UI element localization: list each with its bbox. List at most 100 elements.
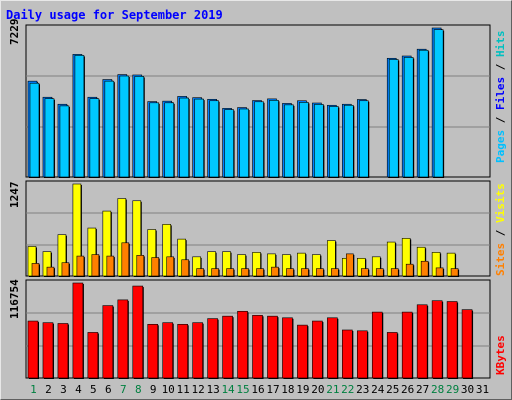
hits-bar — [59, 105, 70, 178]
hits-bar — [418, 49, 429, 178]
sites-bar — [61, 262, 70, 277]
kbytes-bar — [192, 322, 203, 379]
sites-bar — [121, 242, 130, 277]
legend-sites: Sites — [494, 243, 507, 276]
hits-bar — [89, 98, 100, 178]
kbytes-bar — [401, 311, 413, 379]
day-label: 13 — [206, 383, 219, 396]
day-label: 30 — [461, 383, 474, 396]
kbytes-bar — [57, 323, 69, 379]
day-label: 15 — [236, 383, 249, 396]
sites-bar — [346, 253, 354, 277]
kbytes-bar — [252, 315, 263, 379]
sites-bar — [226, 268, 234, 277]
day-label: 26 — [401, 383, 414, 396]
sites-bar — [286, 268, 294, 277]
day-label: 21 — [326, 383, 339, 396]
sites-bar — [360, 268, 369, 277]
kbytes-bar — [42, 322, 54, 379]
day-label: 25 — [386, 383, 399, 396]
hits-bar — [329, 106, 339, 178]
hits-bar — [164, 102, 175, 178]
kbytes-bar — [267, 315, 278, 379]
sites-bar — [46, 266, 55, 277]
day-label: 1 — [30, 383, 37, 396]
legend-bottom: KBytes — [494, 335, 507, 375]
hits-bar — [299, 102, 309, 178]
kbytes-bar — [102, 305, 114, 379]
visits-max-label: 1247 — [8, 182, 21, 209]
chart-title: Daily usage for September 2019 — [6, 8, 223, 22]
hits-bar — [314, 104, 324, 178]
sites-bar — [390, 268, 399, 277]
sites-bar — [375, 268, 384, 277]
sites-bar — [241, 268, 249, 277]
legend-hits: Hits — [494, 31, 507, 58]
sites-bar — [316, 268, 324, 277]
kbytes-bar — [132, 285, 144, 379]
sites-bar — [420, 260, 429, 277]
sites-bar — [301, 268, 309, 277]
hits-bar — [224, 109, 234, 178]
hits-bar — [29, 82, 40, 178]
hits-bar — [344, 104, 354, 178]
day-label: 29 — [446, 383, 459, 396]
sites-bar — [151, 257, 160, 277]
kbytes-bar — [416, 304, 428, 379]
kbytes-bar — [342, 329, 353, 379]
day-label: 18 — [281, 383, 294, 396]
kbytes-bar — [327, 317, 338, 379]
legend-sep: / — [494, 223, 507, 243]
hits-bar — [119, 75, 130, 178]
legend-visits: Visits — [494, 183, 507, 223]
hits-bar — [209, 100, 219, 178]
sites-bar — [106, 255, 115, 277]
day-axis-labels: 1 2 3 4 5 6 7 8 9 10 11 12 13 14 15 16 17 18 19 20 21 22 23 24 2… — [30, 383, 489, 396]
day-label: 4 — [75, 383, 82, 396]
day-label: 5 — [90, 383, 97, 396]
kbytes-bar — [237, 310, 248, 379]
day-label: 11 — [177, 383, 190, 396]
sites-bar — [76, 255, 85, 277]
sites-bar — [91, 254, 100, 277]
kbytes-bar — [356, 330, 368, 379]
day-label: 27 — [416, 383, 429, 396]
kbytes-max-label: 116754 — [8, 279, 21, 319]
day-label: 16 — [251, 383, 264, 396]
day-label: 22 — [341, 383, 354, 396]
day-label: 7 — [120, 383, 127, 396]
hits-bar — [269, 100, 279, 178]
kbytes-bar — [87, 332, 99, 379]
kbytes-bar — [177, 323, 188, 379]
legend-files: Files — [494, 77, 507, 110]
hits-bar — [239, 108, 249, 178]
day-label: 10 — [162, 383, 175, 396]
kbytes-bar — [162, 322, 174, 379]
hits-max-label: 7229 — [8, 19, 21, 46]
kbytes-bar — [371, 311, 383, 379]
hits-bar — [358, 100, 369, 178]
hits-bar — [149, 102, 160, 178]
day-label: 24 — [371, 383, 385, 396]
kbytes-bar — [431, 300, 443, 379]
day-label: 17 — [266, 383, 279, 396]
hits-bar — [104, 80, 115, 178]
day-label: 19 — [296, 383, 309, 396]
day-label: 12 — [192, 383, 205, 396]
hits-bar — [134, 76, 145, 178]
day-label: 31 — [476, 383, 489, 396]
sites-bar — [166, 256, 175, 277]
kbytes-bar — [117, 299, 129, 379]
kbytes-bar — [27, 320, 39, 379]
day-label: 9 — [150, 383, 157, 396]
day-label: 20 — [311, 383, 324, 396]
kbytes-bar — [446, 301, 458, 379]
legend-mid: Sites / Visits — [494, 183, 507, 276]
kbytes-bar — [147, 323, 159, 379]
hits-bar — [74, 55, 85, 178]
sites-bar — [405, 263, 414, 277]
legend-sep: / — [494, 57, 507, 77]
hits-bar — [388, 59, 399, 178]
hits-bar — [254, 101, 264, 178]
